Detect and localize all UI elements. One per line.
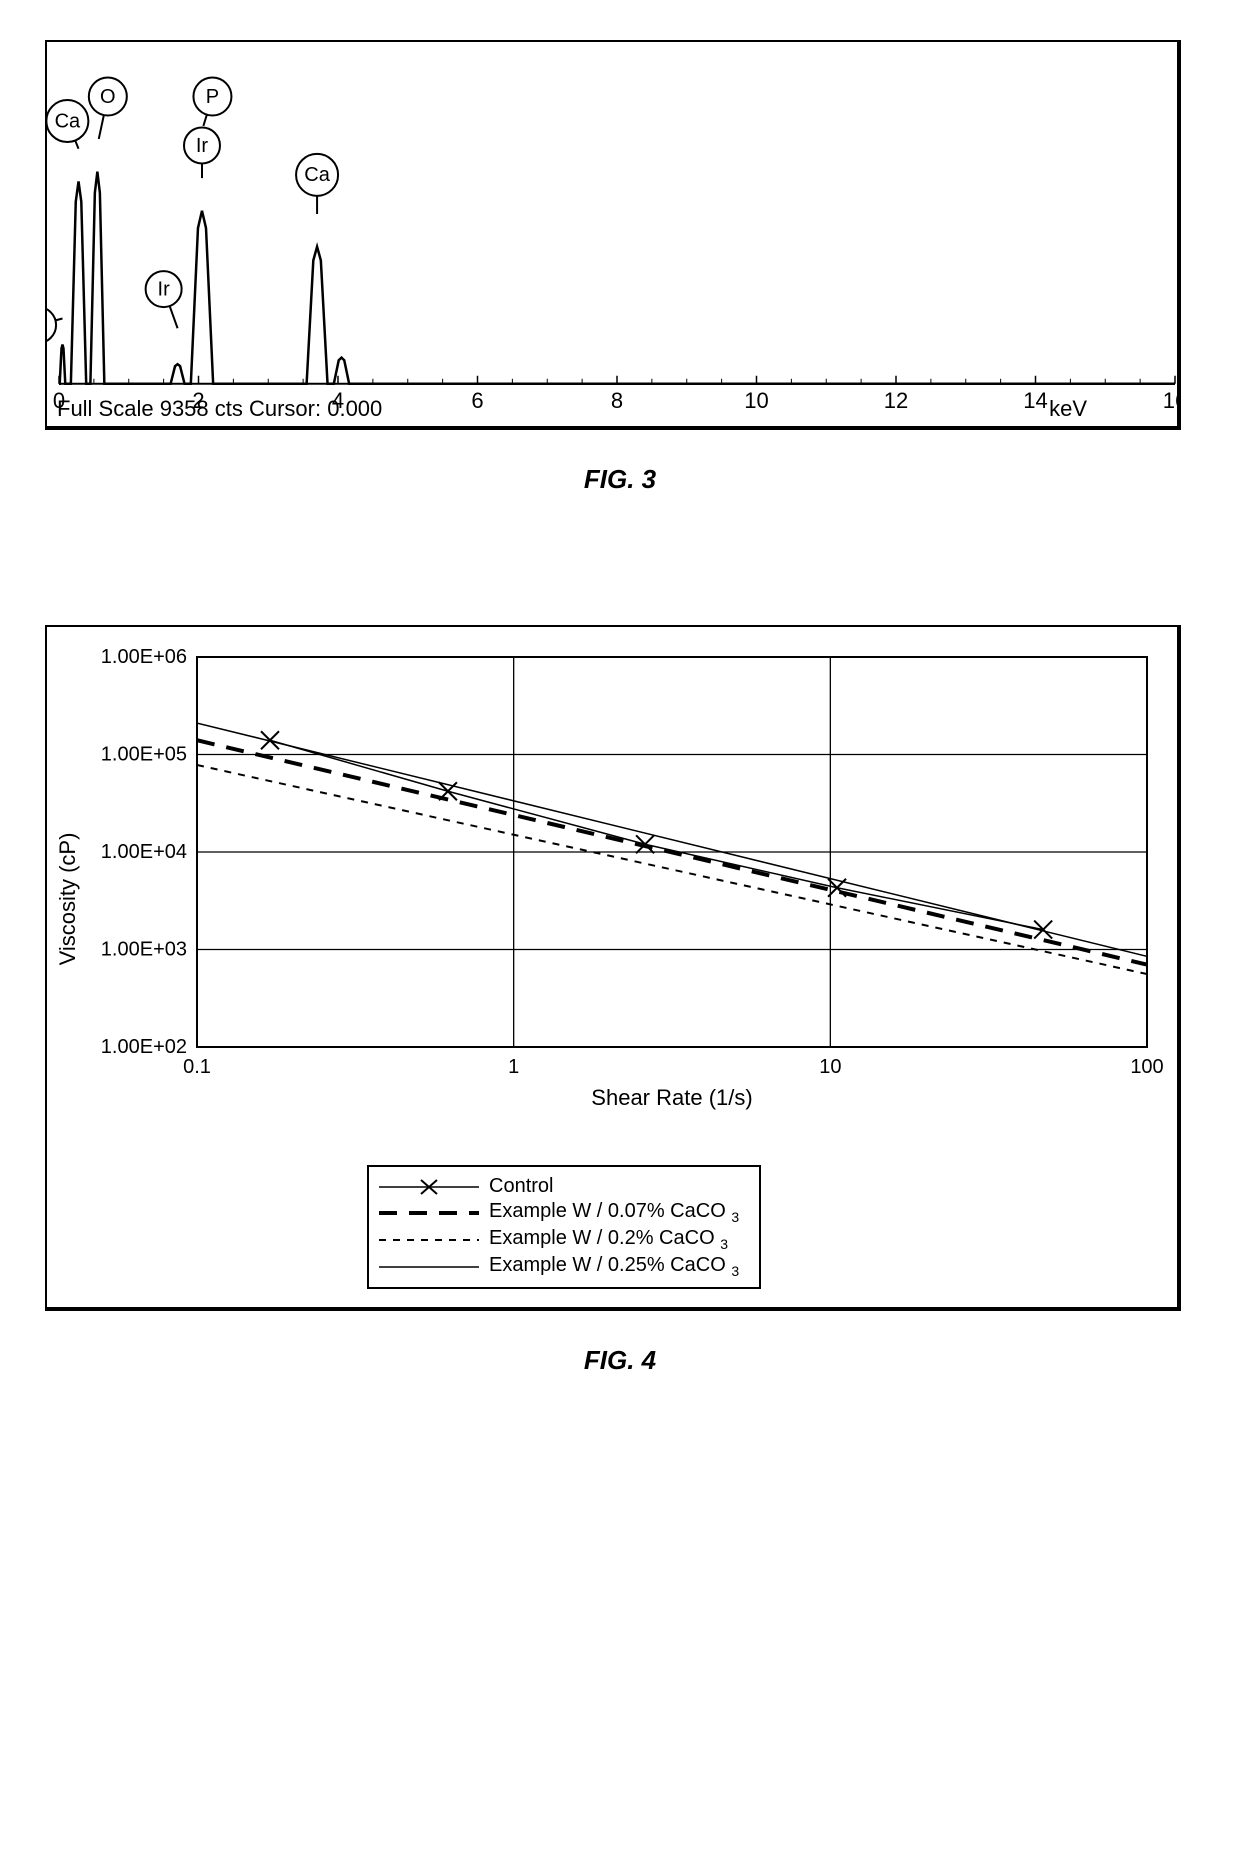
- svg-text:Ca: Ca: [304, 164, 330, 186]
- legend-swatch: [379, 1257, 479, 1277]
- svg-text:10: 10: [744, 388, 768, 413]
- svg-text:1.00E+04: 1.00E+04: [101, 841, 187, 863]
- legend-swatch: [379, 1177, 479, 1197]
- fig3-x-unit: keV: [1049, 396, 1087, 422]
- legend-label: Example W / 0.07% CaCO 3: [489, 1200, 739, 1225]
- svg-text:O: O: [100, 86, 116, 108]
- fig4-legend: ControlExample W / 0.07% CaCO 3Example W…: [367, 1165, 761, 1289]
- fig4-panel: Viscosity (cP) 1.00E+061.00E+051.00E+041…: [45, 625, 1181, 1311]
- svg-text:1.00E+03: 1.00E+03: [101, 939, 187, 961]
- svg-text:Ca: Ca: [55, 110, 81, 132]
- legend-item: Example W / 0.2% CaCO 3: [379, 1227, 739, 1252]
- svg-text:12: 12: [884, 388, 908, 413]
- svg-text:Ir: Ir: [158, 278, 171, 300]
- svg-text:100: 100: [1130, 1056, 1163, 1078]
- legend-item: Example W / 0.07% CaCO 3: [379, 1200, 739, 1225]
- svg-text:P: P: [206, 86, 219, 108]
- svg-text:8: 8: [611, 388, 623, 413]
- svg-text:14: 14: [1023, 388, 1047, 413]
- svg-text:Ir: Ir: [196, 135, 209, 157]
- svg-text:10: 10: [819, 1056, 841, 1078]
- fig3-status-text: Full Scale 9358 cts Cursor: 0.000: [57, 396, 382, 422]
- svg-text:1.00E+05: 1.00E+05: [101, 744, 187, 766]
- legend-swatch: [379, 1230, 479, 1250]
- legend-label: Control: [489, 1175, 553, 1198]
- fig3-spectrum-svg: 0246810121416CCaOIrIrPCa: [47, 42, 1177, 426]
- svg-text:Shear Rate (1/s): Shear Rate (1/s): [591, 1085, 752, 1110]
- svg-text:1.00E+02: 1.00E+02: [101, 1036, 187, 1058]
- legend-label: Example W / 0.25% CaCO 3: [489, 1254, 739, 1279]
- fig4-caption: FIG. 4: [45, 1345, 1195, 1376]
- svg-text:1: 1: [508, 1056, 519, 1078]
- svg-text:0.1: 0.1: [183, 1056, 211, 1078]
- legend-item: Example W / 0.25% CaCO 3: [379, 1254, 739, 1279]
- fig3-caption: FIG. 3: [45, 464, 1195, 495]
- svg-text:16: 16: [1163, 388, 1177, 413]
- fig3-panel: 0246810121416CCaOIrIrPCa Full Scale 9358…: [45, 40, 1181, 430]
- legend-label: Example W / 0.2% CaCO 3: [489, 1227, 728, 1252]
- legend-swatch: [379, 1203, 479, 1223]
- svg-text:6: 6: [471, 388, 483, 413]
- legend-item: Control: [379, 1175, 739, 1198]
- svg-text:1.00E+06: 1.00E+06: [101, 646, 187, 668]
